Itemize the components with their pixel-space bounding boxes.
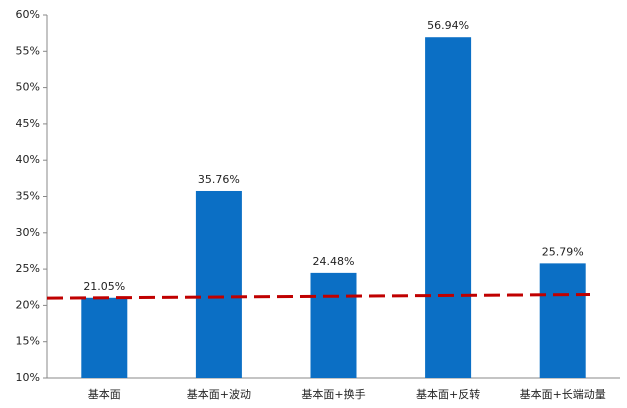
data-label: 25.79% — [542, 245, 584, 258]
bar — [195, 190, 242, 378]
reference-line — [46, 293, 591, 300]
y-tick-label: 20% — [16, 298, 40, 311]
bar — [539, 263, 586, 378]
y-tick-label: 30% — [16, 226, 40, 239]
x-tick-label: 基本面 — [88, 387, 121, 401]
data-label: 35.76% — [198, 173, 240, 186]
y-tick-label: 50% — [16, 81, 40, 94]
bar — [310, 272, 357, 378]
y-tick-label: 25% — [16, 262, 40, 275]
x-tick-label: 基本面+长端动量 — [520, 387, 606, 401]
y-tick-label: 45% — [16, 117, 40, 130]
bar — [425, 37, 472, 378]
y-tick-label: 35% — [16, 190, 40, 203]
y-tick-label: 40% — [16, 153, 40, 166]
bar — [81, 297, 128, 378]
data-label: 24.48% — [313, 255, 355, 268]
y-tick-label: 10% — [16, 371, 40, 384]
y-tick-label: 55% — [16, 44, 40, 57]
x-tick-label: 基本面+波动 — [187, 387, 251, 401]
data-label: 56.94% — [427, 19, 469, 32]
x-tick-label: 基本面+反转 — [416, 387, 480, 401]
y-tick-label: 15% — [16, 335, 40, 348]
y-tick-label: 60% — [16, 8, 40, 21]
x-tick-label: 基本面+换手 — [301, 387, 365, 401]
data-label: 21.05% — [83, 280, 125, 293]
